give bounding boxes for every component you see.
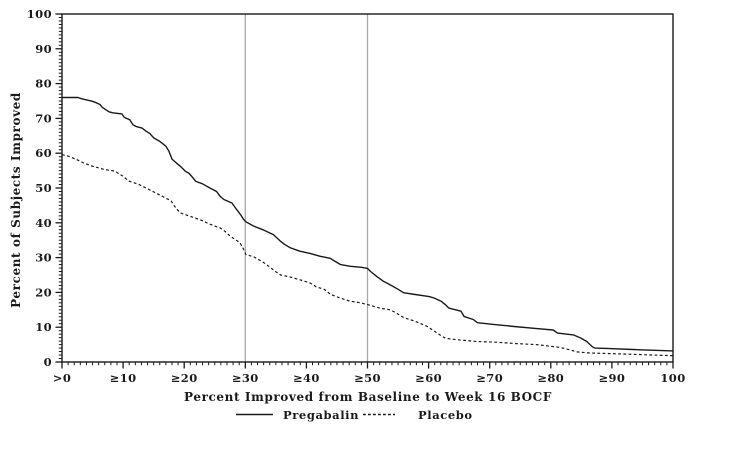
x-tick-label: >0 bbox=[53, 371, 71, 385]
y-tick-label: 60 bbox=[35, 146, 52, 160]
chart-generated-layer: >0 ≥10 ≥20 ≥30 ≥40 ≥50 ≥60 ≥70 ≥80 ≥90 100 0 10 20 30 4… bbox=[27, 7, 685, 385]
series-line-placebo bbox=[61, 154, 674, 357]
x-tick-label: ≥20 bbox=[171, 371, 198, 385]
x-tick-label: 100 bbox=[660, 371, 685, 385]
x-tick-label: ≥60 bbox=[415, 371, 442, 385]
x-tick-label: ≥80 bbox=[537, 371, 564, 385]
y-tick-label: 40 bbox=[35, 216, 52, 230]
y-tick-label: 70 bbox=[35, 111, 52, 125]
x-tick-label: ≥70 bbox=[476, 371, 503, 385]
y-tick-label: 30 bbox=[35, 251, 52, 265]
legend: Pregabalin Placebo bbox=[236, 408, 473, 422]
legend-label-pregabalin: Pregabalin bbox=[283, 408, 359, 422]
x-axis-title: Percent Improved from Baseline to Week 1… bbox=[184, 390, 552, 404]
y-axis-title: Percent of Subjects Improved bbox=[9, 92, 23, 308]
y-tick-label: 10 bbox=[35, 320, 52, 334]
y-tick-label: 90 bbox=[35, 42, 52, 56]
x-tick-label: ≥40 bbox=[293, 371, 320, 385]
x-tick-label: ≥10 bbox=[110, 371, 137, 385]
y-tick-label: 20 bbox=[35, 285, 52, 299]
series-line-pregabalin bbox=[62, 96, 674, 352]
x-tick-label: ≥30 bbox=[232, 371, 259, 385]
y-tick-label: 0 bbox=[44, 355, 52, 369]
y-tick-label: 100 bbox=[27, 7, 52, 21]
y-tick-label: 80 bbox=[35, 77, 52, 91]
y-tick-label: 50 bbox=[35, 181, 52, 195]
legend-label-placebo: Placebo bbox=[418, 408, 473, 422]
x-tick-label: ≥90 bbox=[598, 371, 625, 385]
x-tick-label: ≥50 bbox=[354, 371, 381, 385]
